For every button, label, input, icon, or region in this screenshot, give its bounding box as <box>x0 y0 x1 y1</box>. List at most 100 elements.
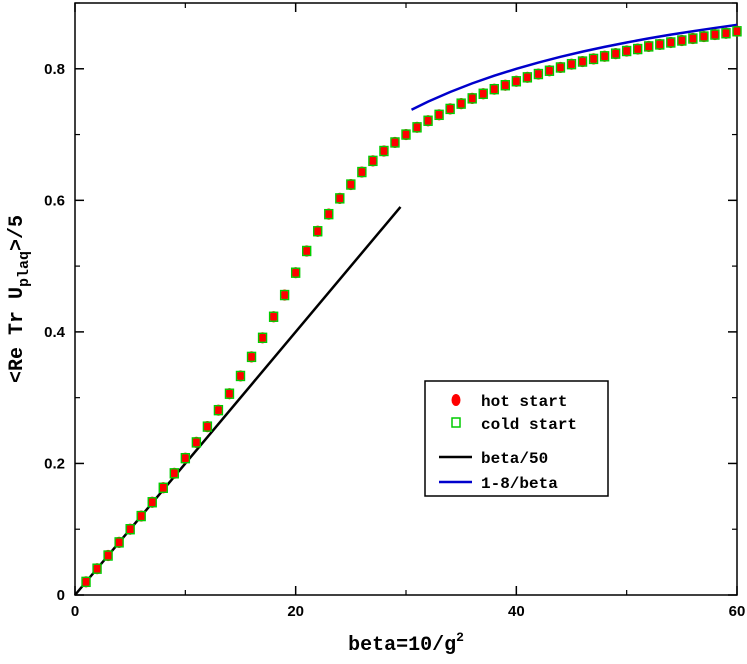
hot-start-point <box>622 45 631 57</box>
hot-start-point <box>600 50 609 62</box>
cold-start-point <box>368 155 378 167</box>
hot-start-point <box>170 467 179 479</box>
hot-start-point <box>335 192 345 204</box>
x-axis-label-sup: 2 <box>456 630 464 645</box>
cold-start-point <box>478 88 488 99</box>
hot-start-point <box>489 83 499 95</box>
cold-start-point <box>92 563 102 574</box>
hot-start-point <box>346 178 356 191</box>
hot-start-point <box>578 55 587 68</box>
legend-marker-hot-start <box>451 394 461 406</box>
legend-label-1-8-beta: 1-8/beta <box>481 475 558 493</box>
cold-start-point <box>302 245 312 257</box>
cold-start-point <box>224 388 235 399</box>
cold-start-point <box>202 421 213 432</box>
hot-start-point <box>203 421 212 433</box>
hot-start-point <box>136 510 146 522</box>
cold-start-point <box>688 33 698 44</box>
cold-start-point <box>655 39 665 50</box>
hot-start-point <box>258 332 267 344</box>
hot-start-point <box>103 549 113 562</box>
cold-start-point <box>335 193 345 204</box>
hot-start-point <box>556 61 565 74</box>
y-tick-label: 0 <box>57 587 65 604</box>
hot-start-point <box>412 121 422 133</box>
cold-start-point <box>401 129 411 140</box>
cold-start-point <box>290 267 301 278</box>
cold-start-point <box>522 72 533 83</box>
axis-tick-labels: 0 20 40 60 0 0.2 0.4 0.6 0.8 <box>44 61 745 620</box>
hot-start-point <box>721 27 731 39</box>
hot-start-point <box>512 75 521 87</box>
cold-start-point <box>456 98 466 109</box>
hot-start-point <box>81 576 91 588</box>
hot-start-point <box>236 370 245 382</box>
hot-start-point <box>125 523 135 535</box>
cold-start-point <box>610 48 621 59</box>
cold-start-point <box>467 93 477 104</box>
x-axis-label: beta=10/g2 <box>348 630 464 657</box>
cold-start-point <box>566 58 577 70</box>
hot-start-point <box>147 496 157 508</box>
series-line-2 <box>74 206 402 596</box>
cold-start-point <box>423 115 433 126</box>
cold-start-point <box>191 437 202 448</box>
hot-start-point <box>732 25 742 37</box>
hot-start-point <box>247 351 256 363</box>
cold-start-point <box>313 226 323 237</box>
hot-start-point <box>269 311 278 323</box>
cold-start-point <box>599 51 610 62</box>
y-axis-label: <Re Tr Uplaq>/5 <box>6 215 33 383</box>
legend-label-beta-50: beta/50 <box>481 450 548 468</box>
cold-start-point <box>213 404 224 416</box>
cold-start-point <box>136 510 146 522</box>
cold-start-point <box>699 31 709 42</box>
y-tick-label: 0.8 <box>44 61 65 78</box>
hot-start-point <box>456 98 466 110</box>
hot-start-point <box>611 48 620 60</box>
cold-start-point <box>511 76 522 87</box>
hot-start-point <box>401 128 411 141</box>
legend: hot start cold start beta/50 1-8/beta <box>424 380 609 497</box>
hot-start-point <box>114 536 124 548</box>
hot-start-point <box>379 145 389 157</box>
cold-start-point <box>125 524 135 535</box>
hot-start-point <box>677 34 687 47</box>
cold-start-point <box>268 311 279 322</box>
hot-start-point <box>158 482 168 494</box>
cold-start-point <box>644 41 654 52</box>
hot-start-point <box>478 88 488 100</box>
y-axis-label-sub: plaq <box>16 251 33 287</box>
y-tick-label: 0.4 <box>44 324 66 341</box>
cold-start-point <box>666 37 676 48</box>
hot-start-point <box>302 245 312 257</box>
hot-start-point <box>368 155 378 167</box>
x-tick-label: 0 <box>71 603 79 620</box>
hot-start-point <box>567 58 576 70</box>
hot-start-point <box>523 71 532 83</box>
cold-start-point <box>732 26 742 37</box>
cold-start-point <box>500 80 510 91</box>
cold-start-point <box>235 370 246 382</box>
x-tick-label: 20 <box>287 603 304 620</box>
cold-start-point <box>577 56 588 67</box>
hot-start-point <box>357 166 367 178</box>
hot-start-point <box>324 208 334 220</box>
series-layer <box>74 23 742 596</box>
cold-start-point <box>633 43 643 55</box>
hot-start-point <box>710 28 720 41</box>
hot-start-point <box>280 289 289 301</box>
hot-start-point <box>467 92 477 104</box>
cold-start-point <box>246 351 257 363</box>
hot-start-point <box>655 38 665 51</box>
hot-start-point <box>545 65 554 77</box>
cold-start-point <box>677 35 687 46</box>
cold-start-point <box>324 208 334 220</box>
cold-start-point <box>544 65 555 76</box>
cold-start-point <box>621 45 632 57</box>
y-axis-label-text: <Re Tr U <box>6 287 29 383</box>
cold-start-point <box>412 122 422 133</box>
hot-start-point <box>181 452 190 464</box>
hot-start-point <box>688 32 698 45</box>
